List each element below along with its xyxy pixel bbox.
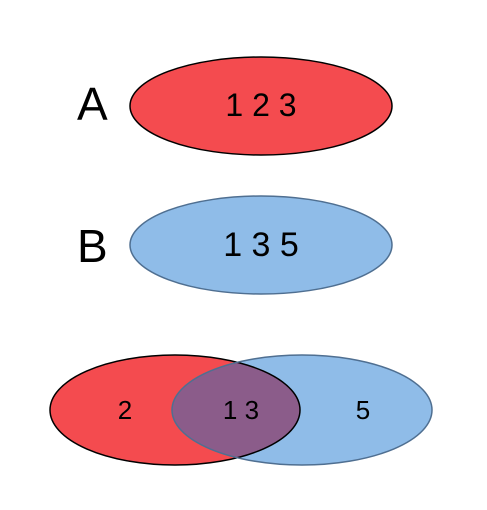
set-a-label: A	[77, 78, 108, 130]
venn-only-b-label: 5	[356, 395, 370, 425]
set-b-label: B	[77, 220, 108, 272]
set-b-members: 1 3 5	[223, 226, 299, 264]
venn-only-a-label: 2	[118, 395, 132, 425]
set-b-group: B 1 3 5	[77, 196, 392, 294]
set-a-group: A 1 2 3	[77, 57, 392, 155]
venn-intersection-label: 1 3	[223, 395, 259, 425]
venn-overlap-group: 2 1 3 5	[50, 355, 432, 465]
set-a-members: 1 2 3	[225, 87, 296, 123]
